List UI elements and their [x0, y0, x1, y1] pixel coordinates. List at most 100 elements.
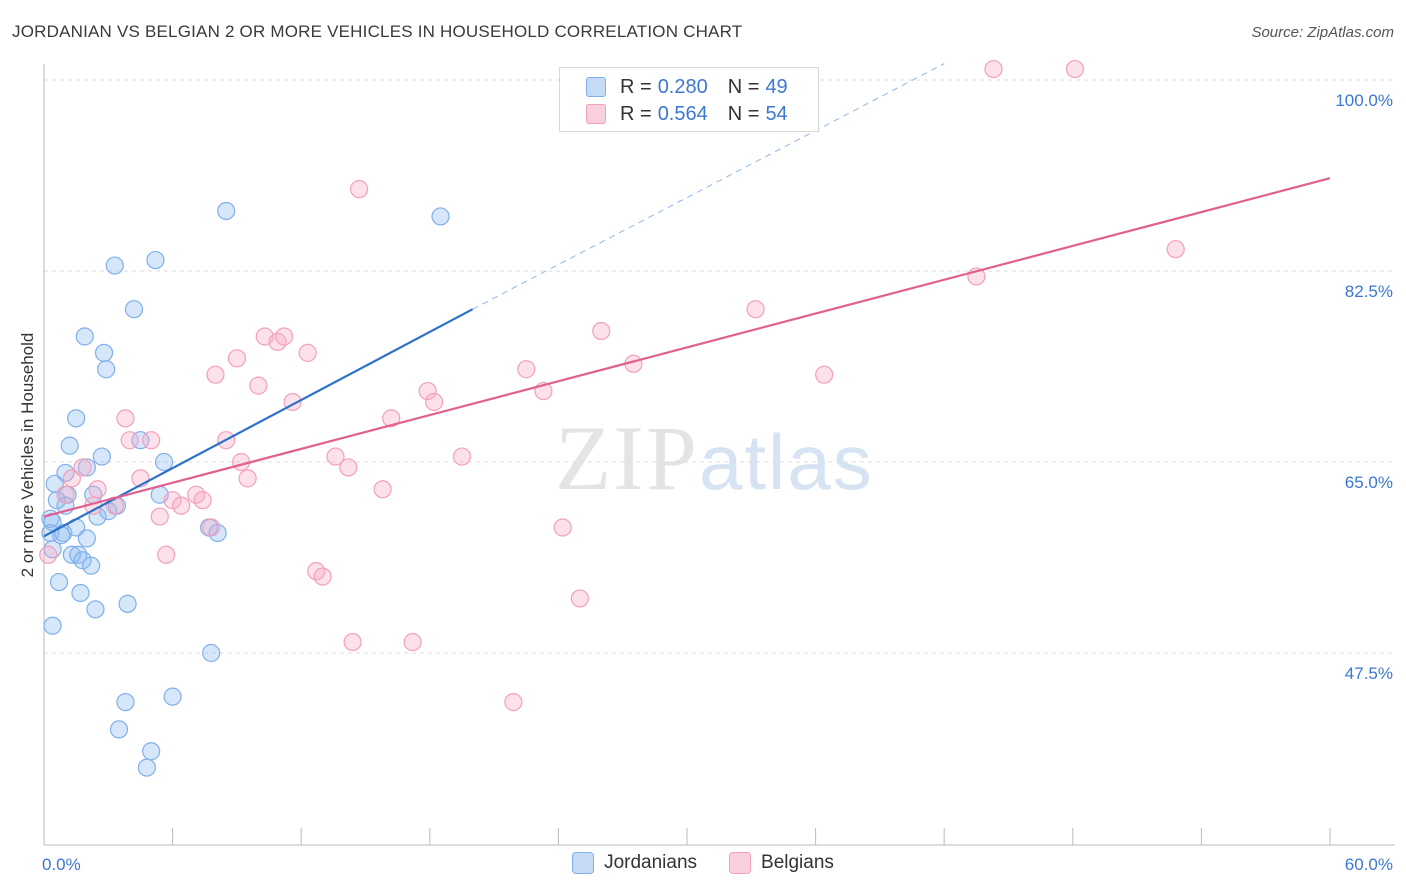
belgian-point [373, 480, 392, 499]
jordanian-trendline [43, 308, 474, 538]
legend-item-label: Belgians [761, 852, 834, 873]
jordanians-legend-swatch [572, 852, 595, 874]
y-axis-label: 2 or more Vehicles in Household [18, 332, 37, 578]
belgian-point [56, 485, 75, 504]
jordanian-point [142, 742, 161, 761]
jordanian-point [137, 758, 156, 777]
jordanian-point [105, 256, 124, 275]
y-tick-label: 65.0% [1345, 473, 1393, 492]
legend-n-value: 54 [765, 102, 788, 125]
jordanian-point [124, 300, 144, 319]
belgian-point [249, 376, 268, 395]
belgians-swatch [586, 104, 606, 124]
jordanian-point [146, 250, 165, 270]
belgian-point [313, 567, 332, 586]
legend-r-label: R = [620, 102, 652, 125]
jordanian-point [431, 207, 450, 226]
legend-r-value: 0.564 [657, 102, 708, 125]
x-tick-label: 60.0% [1345, 855, 1393, 874]
watermark: ZIPatlas [555, 405, 874, 511]
belgian-point [39, 545, 58, 564]
jordanian-point [71, 583, 90, 603]
belgian-point [202, 518, 221, 537]
belgian-point [274, 327, 294, 346]
belgian-point [418, 381, 437, 401]
belgian-point [984, 59, 1003, 79]
belgian-point [452, 447, 472, 466]
jordanian-point [118, 594, 137, 613]
jordanian-point [202, 643, 221, 663]
belgian-point [238, 469, 257, 488]
belgian-point [815, 365, 834, 384]
jordanian-point [77, 529, 96, 548]
legend-item-belgians[interactable]: Belgians [729, 852, 834, 874]
jordanian-point [131, 431, 150, 450]
y-tick-label: 82.5% [1345, 282, 1393, 301]
belgian-point [88, 480, 107, 499]
x-tick-label: 0.0% [42, 855, 81, 874]
belgian-point [157, 545, 176, 564]
belgian-point [1065, 59, 1085, 79]
belgian-point [382, 409, 401, 428]
belgian-point [570, 589, 589, 608]
belgian-point [206, 365, 225, 384]
belgian-point [193, 491, 212, 510]
jordanian-point [75, 327, 94, 346]
belgian-point [746, 300, 765, 319]
jordanian-point [67, 409, 86, 428]
belgian-point [227, 349, 246, 368]
belgian-point [73, 458, 92, 477]
source-label: Source: ZipAtlas.com [1251, 24, 1394, 41]
series-legend: Jordanians Belgians [0, 852, 1406, 874]
belgian-point [298, 343, 317, 362]
belgian-point [343, 632, 362, 652]
jordanian-point [163, 687, 182, 706]
belgian-point [142, 431, 161, 450]
jordanian-point [94, 343, 114, 362]
legend-row-belgians: R = 0.564 N = 54 [586, 102, 788, 126]
belgian-trendline [43, 177, 1331, 518]
belgian-point [592, 321, 611, 341]
jordanian-point [86, 600, 105, 619]
y-tick-label: 47.5% [1345, 664, 1393, 683]
belgian-point [116, 409, 135, 428]
belgian-point [339, 458, 358, 477]
jordanian-point [116, 693, 135, 712]
jordanian-point [92, 447, 111, 466]
legend-item-label: Jordanians [604, 852, 698, 873]
jordanian-point [217, 201, 236, 221]
legend-r-label: R = [620, 75, 652, 98]
legend-item-jordanians[interactable]: Jordanians [572, 852, 697, 874]
jordanian-point [49, 572, 69, 592]
jordanian-trendline-extension [472, 63, 945, 310]
chart-title: JORDANIAN VS BELGIAN 2 OR MORE VEHICLES … [12, 22, 743, 41]
belgian-point [424, 392, 444, 412]
belgian-point [553, 518, 572, 537]
jordanian-point [109, 720, 129, 739]
belgian-point [120, 431, 139, 450]
belgian-point [1166, 240, 1185, 259]
belgian-point [517, 360, 536, 379]
jordanian-point [60, 436, 79, 455]
legend-n-label: N = [727, 75, 760, 98]
jordanian-point [77, 458, 96, 477]
belgian-point [349, 180, 369, 199]
legend-r-value: 0.280 [657, 75, 708, 98]
belgian-point [504, 693, 523, 712]
watermark-zip: ZIP [555, 407, 699, 509]
y-tick-label: 100.0% [1335, 91, 1393, 110]
belgian-point [403, 632, 422, 652]
belgian-point [62, 469, 81, 488]
correlation-legend: R = 0.280 N = 49 R = 0.564 N = 54 [559, 67, 819, 132]
jordanian-point [43, 616, 62, 635]
belgians-legend-swatch [729, 852, 752, 874]
jordanian-point [154, 452, 174, 472]
legend-n-value: 49 [765, 75, 788, 98]
jordanian-point [82, 556, 101, 575]
legend-n-label: N = [727, 102, 760, 125]
jordanian-point [62, 545, 81, 564]
belgian-point [172, 496, 191, 515]
legend-row-jordanians: R = 0.280 N = 49 [586, 75, 788, 99]
belgian-point [150, 507, 169, 526]
